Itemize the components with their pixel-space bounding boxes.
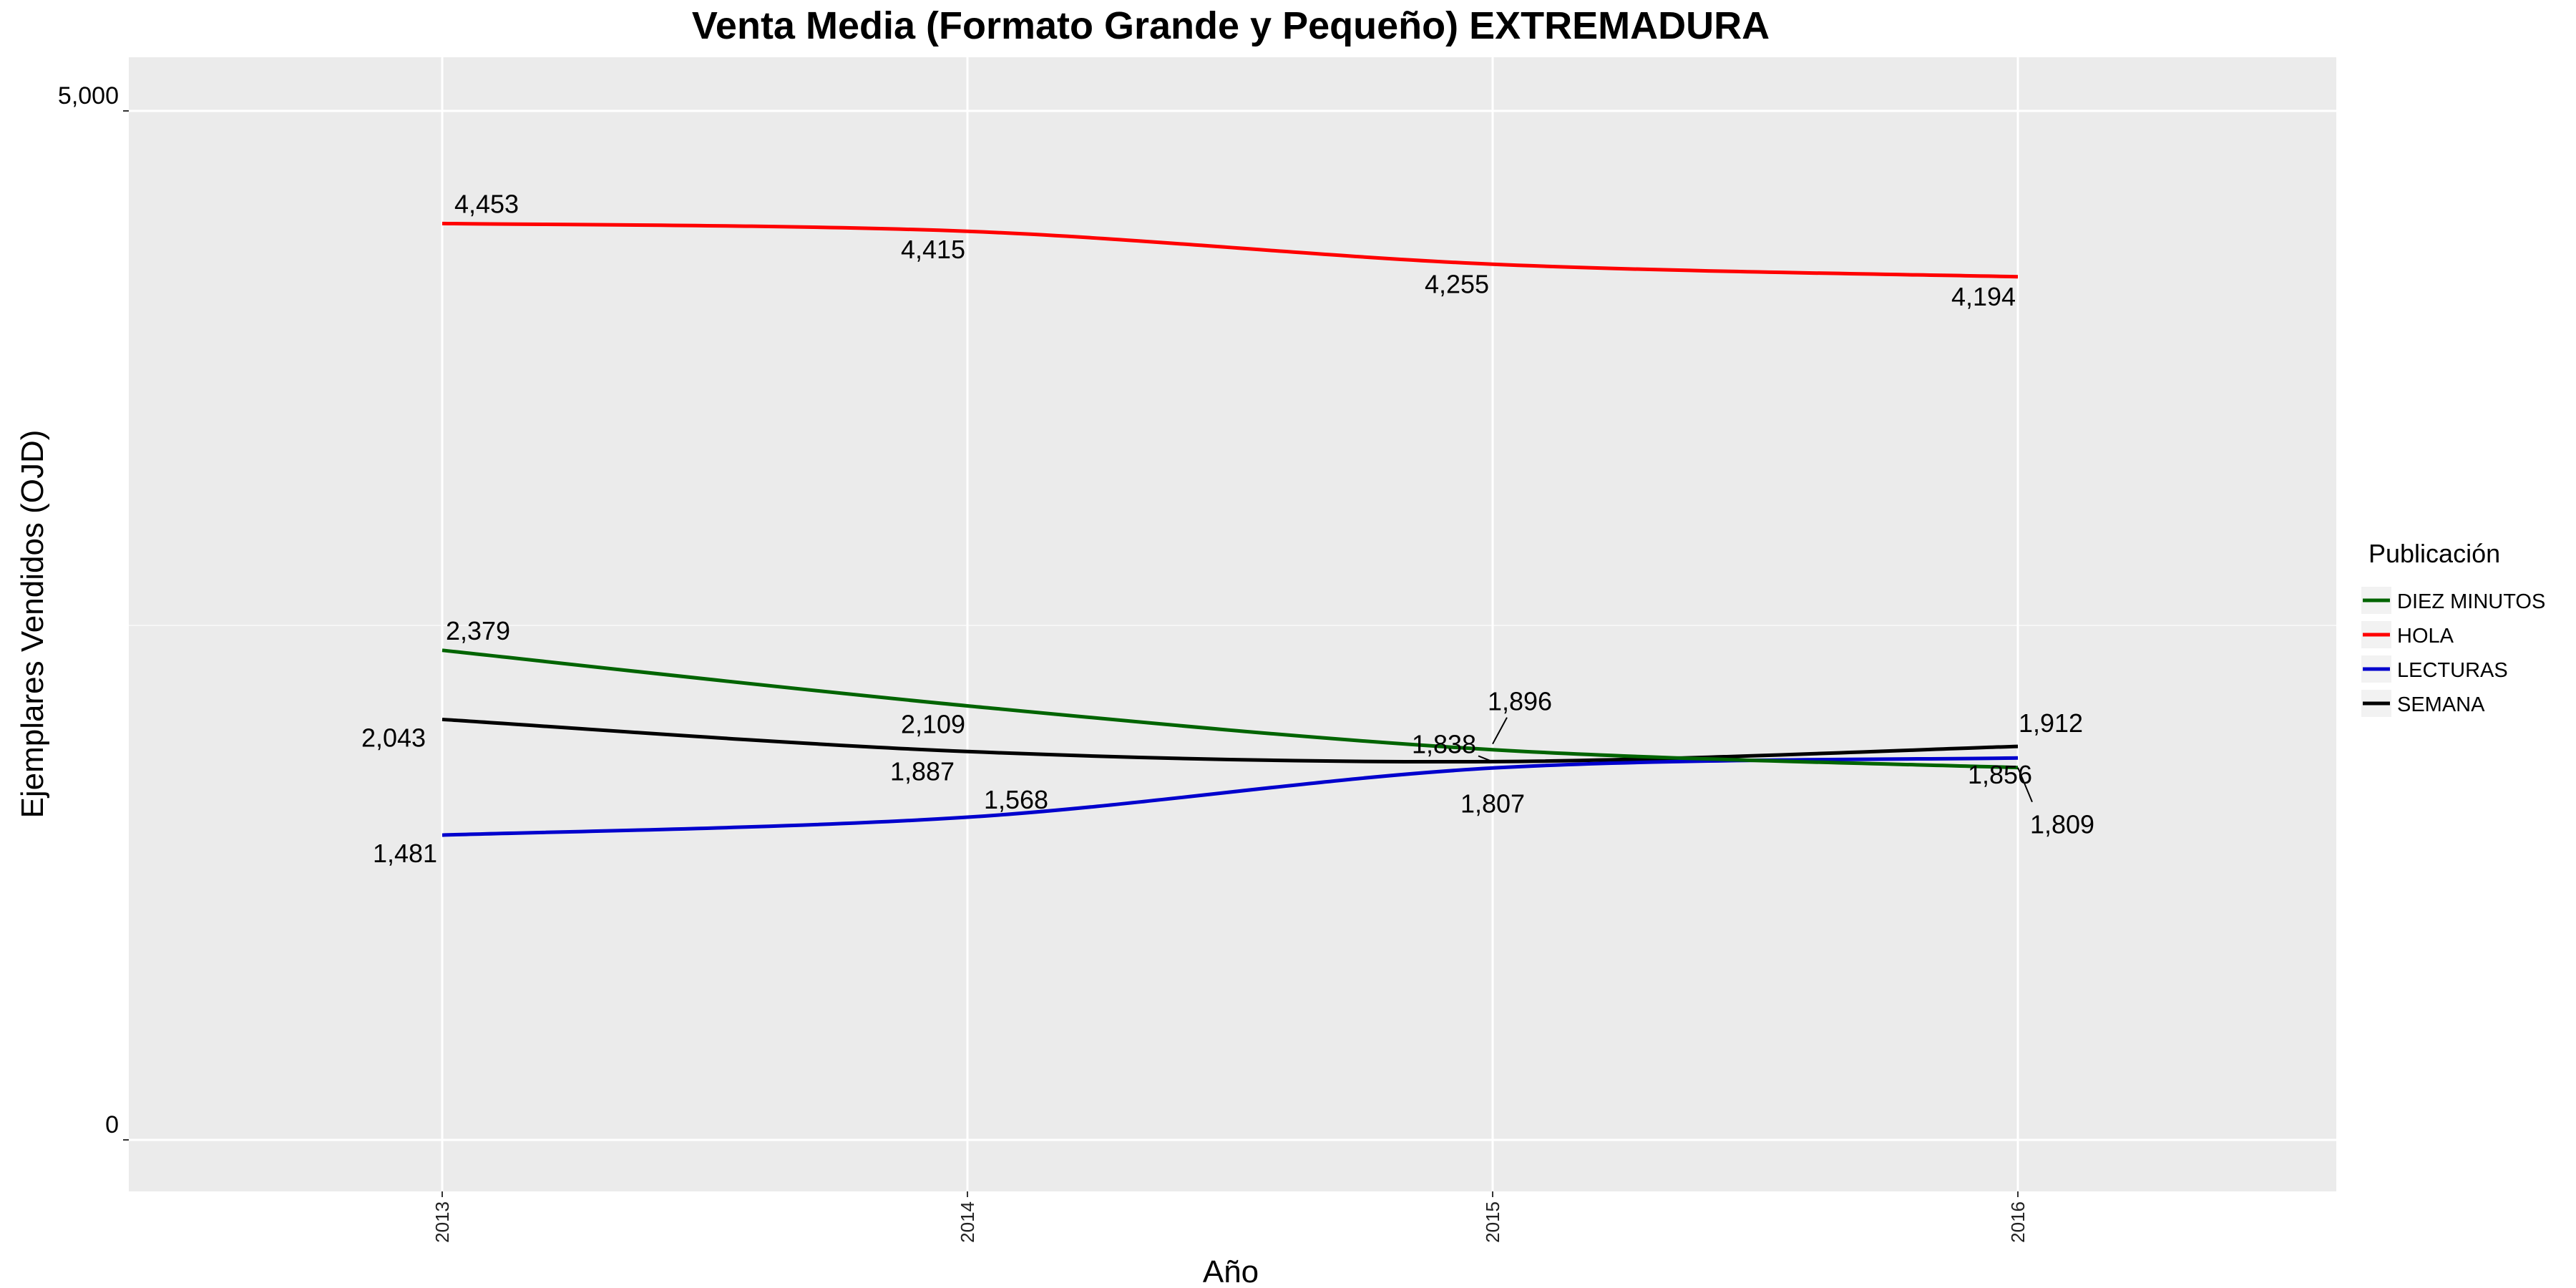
label-leader-lines: [1478, 717, 2033, 803]
data-labels: 2,379 2,109 1,896 1,809 4,453 4,415 4,255 4,194…: [361, 189, 2094, 868]
legend-label: LECTURAS: [2397, 659, 2508, 682]
series-line: [441, 648, 2019, 770]
legend-label: DIEZ MINUTOS: [2397, 590, 2545, 613]
data-label: 4,255: [1425, 269, 1489, 298]
x-tick-label: 2016: [2007, 1201, 2029, 1243]
data-label: 2,109: [901, 709, 965, 738]
label-leader-line: [2017, 767, 2033, 803]
label-leader-line: [1492, 717, 1508, 745]
x-axis-title: Año: [1203, 1254, 1259, 1288]
series-lines: [441, 221, 2019, 837]
data-label: 1,807: [1460, 789, 1525, 818]
legend-title: Publicación: [2368, 539, 2500, 568]
y-tick-label: 0: [105, 1111, 119, 1138]
x-tick-label: 2013: [431, 1201, 453, 1243]
series-line: [441, 221, 2019, 279]
y-axis-title: Ejemplares Vendidos (OJD): [15, 430, 50, 819]
x-axis-ticks: 2013 2014 2015 2016: [431, 1191, 2029, 1243]
chart-title: Venta Media (Formato Grande y Pequeño) E…: [692, 4, 1770, 47]
data-label: 4,453: [454, 189, 519, 218]
legend: Publicación DIEZ MINUTOS HOLA LECTURAS SEMA…: [2361, 539, 2545, 717]
data-label: 1,809: [2030, 810, 2094, 839]
data-label: 1,481: [373, 839, 437, 868]
y-tick-label: 5,000: [58, 82, 119, 109]
data-label: 1,887: [890, 756, 955, 786]
legend-label: HOLA: [2397, 625, 2454, 648]
data-label: 2,043: [361, 723, 426, 752]
x-tick-label: 2014: [957, 1201, 978, 1243]
legend-label: SEMANA: [2397, 693, 2485, 716]
data-label: 4,415: [901, 235, 965, 264]
grid-major: [129, 57, 2336, 1191]
data-label: 1,838: [1412, 729, 1476, 758]
data-label: 1,896: [1488, 687, 1552, 716]
x-tick-label: 2015: [1482, 1201, 1503, 1243]
data-label: 1,568: [984, 785, 1048, 814]
label-leader-line: [1478, 755, 1493, 763]
data-label: 4,194: [1951, 282, 2016, 311]
y-axis-ticks: 0 5,000: [58, 82, 129, 1141]
data-label: 1,856: [1968, 760, 2032, 789]
data-label: 1,912: [2019, 708, 2083, 738]
data-label: 2,379: [446, 616, 510, 645]
series-line: [441, 717, 2019, 764]
